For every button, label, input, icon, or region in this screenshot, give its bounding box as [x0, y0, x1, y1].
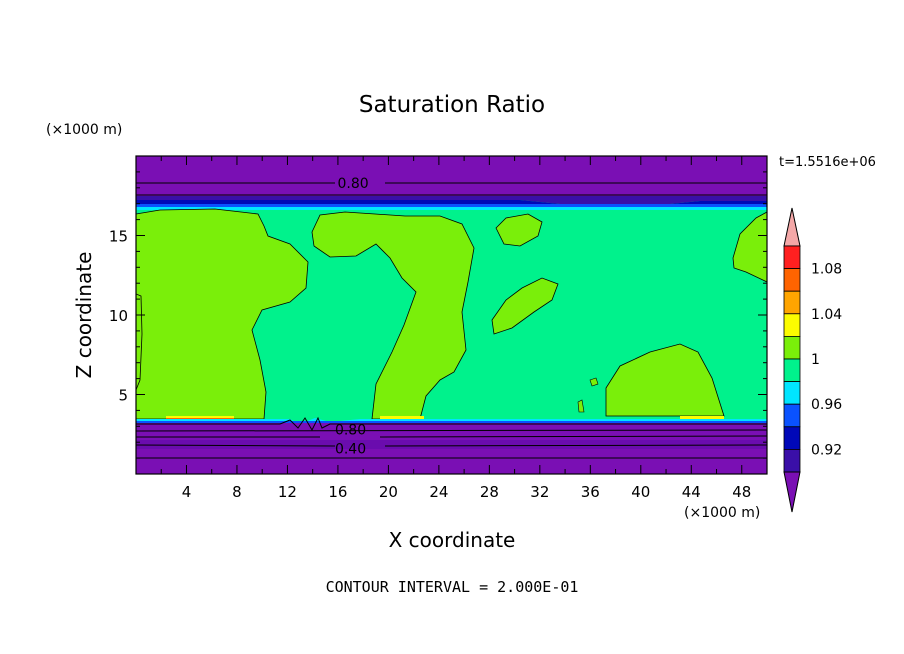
- contour-label: 0.40: [335, 442, 366, 458]
- chart-title: Saturation Ratio: [359, 92, 545, 118]
- colorbar-swatch: [783, 426, 801, 450]
- colorbar-label: 1: [811, 352, 820, 368]
- x-tick-label: 20: [379, 483, 398, 501]
- colorbar-extend-top: [783, 207, 801, 247]
- x-tick-label: 32: [530, 483, 549, 501]
- colorbar-swatch: [783, 403, 801, 428]
- colorbar-label: 0.96: [811, 397, 842, 413]
- upper-band-dark: [136, 156, 767, 182]
- colorbar-label: 1.08: [811, 262, 842, 278]
- x-tick-label: 44: [682, 483, 701, 501]
- y-units-label: (×1000 m): [46, 122, 122, 138]
- supersaturated-patches: [136, 208, 767, 420]
- x-tick-label: 40: [631, 483, 650, 501]
- time-label: t=1.5516e+06: [779, 155, 876, 170]
- contour-label: 0.80: [337, 176, 368, 192]
- colorbar-swatch: [783, 448, 801, 473]
- x-tick-label: 36: [581, 483, 600, 501]
- y-axis: 5 10 15: [109, 171, 767, 459]
- x-tick-label: 48: [732, 483, 751, 501]
- x-tick-label: 8: [232, 483, 242, 501]
- colorbar-swatch: [783, 381, 801, 405]
- colorbar-extend-bottom: [783, 471, 801, 513]
- colorbar-swatch: [783, 268, 801, 292]
- colorbar-swatch: [783, 358, 801, 383]
- y-tick-label: 10: [109, 307, 128, 325]
- contour-label: 0.80: [335, 422, 366, 438]
- contour-plot-area: 0.800.800.40 4 8 12 16 20 24 28 32 36 40 44 48 5101…: [109, 155, 768, 501]
- contour-interval-note: CONTOUR INTERVAL = 2.000E-01: [326, 578, 579, 596]
- colorbar-label: 0.92: [811, 442, 842, 458]
- x-tick-label: 24: [429, 483, 448, 501]
- x-axis: 4 8 12 16 20 24 28 32 36 40 44 48: [160, 156, 751, 501]
- y-tick-label: 5: [118, 387, 128, 405]
- colorbar-swatch: [783, 245, 801, 270]
- contour-lines: [135, 182, 768, 459]
- x-tick-label: 4: [182, 483, 192, 501]
- colorbar-swatch: [783, 290, 801, 315]
- colorbar-swatch: [783, 335, 801, 360]
- colorbar: 0.92 0.96 1 1.04 1.08: [783, 207, 842, 513]
- x-axis-label: X coordinate: [389, 528, 516, 552]
- colorbar-label: 1.04: [811, 307, 842, 323]
- x-tick-label: 12: [278, 483, 297, 501]
- y-axis-label: Z coordinate: [72, 252, 96, 379]
- x-tick-label: 16: [328, 483, 347, 501]
- contour-label-layer: 0.80 0.80 0.40: [335, 176, 369, 458]
- y-tick-label: 15: [109, 228, 128, 246]
- colorbar-swatch: [783, 313, 801, 337]
- x-tick-label: 28: [480, 483, 499, 501]
- x-units-label: (×1000 m): [684, 505, 760, 521]
